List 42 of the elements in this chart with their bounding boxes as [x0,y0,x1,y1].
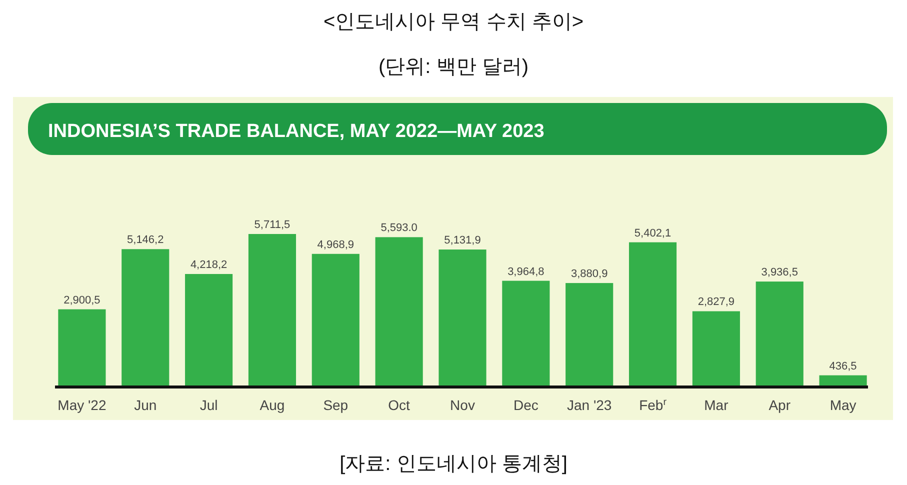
data-label: 436,5 [829,360,857,372]
x-tick-label: Mar [704,397,729,413]
x-tick-label: May '22 [58,397,106,413]
x-tick-label: May [830,397,856,413]
data-label: 5,711,5 [254,219,290,231]
chart-subtitle: (단위: 백만 달러) [378,56,528,78]
x-tick-label: Feb$^{r}$ [639,396,668,413]
x-tick-label: Jan '23 [566,397,612,413]
bar [58,309,106,387]
data-label: 4,218,2 [190,259,228,272]
x-tick-label: Nov [450,397,475,413]
bar [502,280,550,387]
data-label: 5,402,1 [634,227,672,240]
x-tick-label: Jul [200,397,218,413]
data-label: 5,593.0 [380,222,418,234]
bar [122,249,170,387]
text: INDONESIA’S TRADE BALANCE, MAY 2022—MAY 2023 [48,121,544,142]
bar [248,234,296,387]
data-label: 2,900,5 [64,294,100,306]
x-tick-label: Aug [260,397,285,413]
bar [692,311,740,387]
data-label: 5,146,2 [127,234,164,246]
data-label: 3,936,5 [761,266,798,279]
bar [628,242,677,387]
bar [756,282,804,387]
x-tick-label: Sep [323,397,348,413]
x-tick-label: Dec [513,397,538,413]
bar [312,254,360,387]
text: [자료: 인도네시아 통계청] [340,453,568,475]
data-label: 3,964,8 [508,266,544,278]
x-tick-label: Apr [768,397,791,413]
data-label: 3,880,9 [570,268,608,280]
data-label: 4,968,9 [317,238,354,251]
bar [566,283,614,387]
data-label: 2,827,9 [698,296,735,308]
chart-title: <인도네시아 무역 수치 추이> [323,11,584,33]
x-tick-label: Oct [388,397,410,413]
bar [438,250,486,387]
data-label: 5,131,9 [444,234,481,247]
bar [185,274,233,387]
x-tick-label: Jun [134,397,157,413]
bar [375,237,423,387]
